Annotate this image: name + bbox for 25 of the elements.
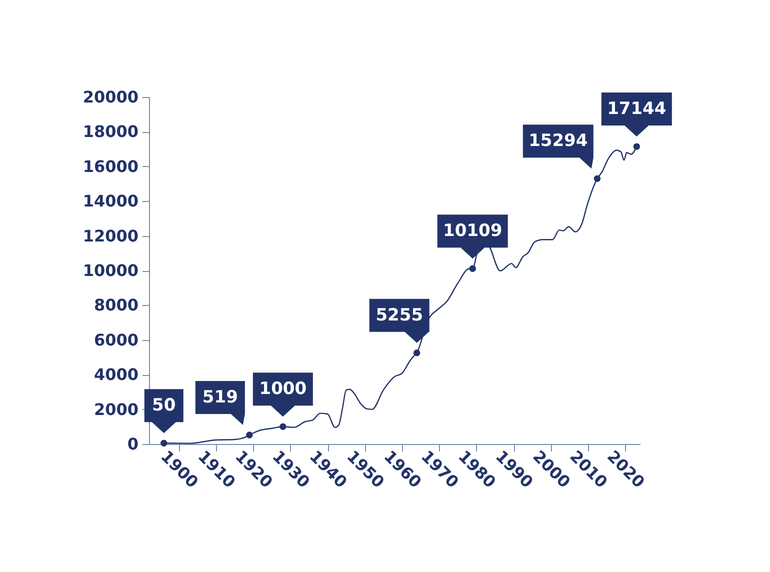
y-tick-label: 10000 [82, 261, 138, 280]
point [280, 423, 286, 430]
point [413, 349, 420, 356]
y-tick-label: 14000 [82, 192, 138, 211]
y-tick-label: 12000 [82, 226, 138, 246]
data-label: 1000 [259, 379, 307, 400]
y-tick-label: 6000 [94, 330, 138, 350]
y-tick-label: 4000 [94, 365, 138, 384]
y-tick-label: 2000 [94, 400, 138, 419]
y-tick-label: 8000 [94, 296, 138, 315]
y-tick-label: 20000 [82, 88, 138, 106]
point [633, 143, 640, 150]
point [160, 440, 168, 446]
point [594, 175, 601, 182]
data-label: 15294 [528, 131, 588, 152]
data-label: 17144 [607, 99, 666, 120]
data-label: 519 [202, 387, 238, 408]
data-label: 5255 [376, 305, 424, 326]
y-tick-label: 0 [127, 434, 138, 454]
y-tick-label: 18000 [82, 122, 138, 142]
data-label: 10109 [443, 221, 502, 242]
data-label: 50 [152, 396, 176, 416]
point [246, 432, 253, 438]
point [469, 265, 476, 272]
y-tick-label: 16000 [82, 156, 138, 176]
